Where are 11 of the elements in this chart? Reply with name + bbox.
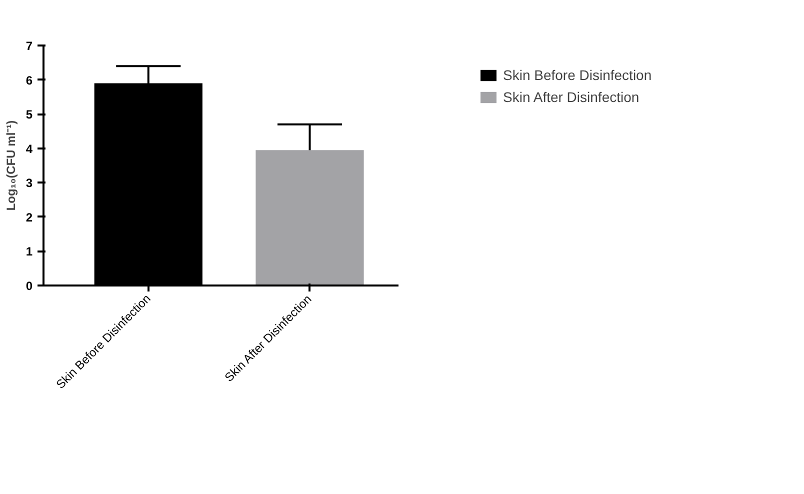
y-tick-label: 0 xyxy=(26,279,33,293)
y-tick-label: 5 xyxy=(26,108,33,122)
y-tick-label: 3 xyxy=(26,176,33,190)
y-axis-title: Log₁₀(CFU ml⁻¹) xyxy=(4,120,18,211)
legend-label: Skin After Disinfection xyxy=(503,89,640,105)
legend-label: Skin Before Disinfection xyxy=(503,67,652,83)
y-tick-label: 1 xyxy=(26,244,33,259)
y-tick-label: 6 xyxy=(26,73,33,88)
y-tick-label: 2 xyxy=(26,210,33,224)
y-tick-label: 4 xyxy=(26,142,33,156)
y-tick-label: 7 xyxy=(26,39,33,53)
